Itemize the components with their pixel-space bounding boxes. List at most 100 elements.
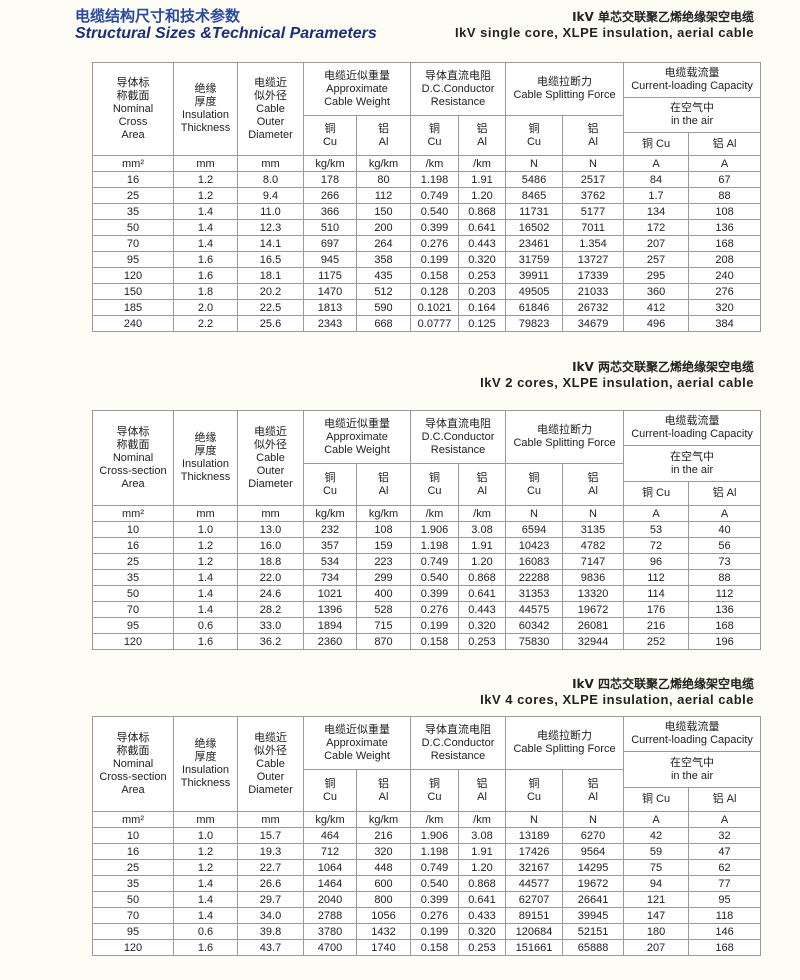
data-cell: 0.641 [457, 219, 507, 236]
data-cell: 257 [623, 251, 690, 268]
data-cell: 196 [688, 633, 762, 650]
data-cell: 1064 [303, 859, 357, 876]
data-cell: 0.1021 [410, 299, 459, 316]
column-header: 导体标 称截面 Nominal Cross-section Area [92, 716, 174, 812]
data-cell: 49505 [505, 283, 564, 300]
data-cell: 114 [623, 585, 690, 602]
group-header: 导体直流电阻 D.C.Conductor Resistance [409, 716, 507, 770]
data-cell: 1.7 [623, 187, 690, 204]
data-cell: 84 [623, 171, 690, 188]
data-cell: 180 [623, 923, 690, 940]
data-row: 16 1.2 8.0 178 80 1.198 1.91 5486 2517 84 67 [92, 171, 762, 188]
data-row: 240 2.2 25.6 2343 668 0.0777 0.125 79823 34679 49… [92, 315, 762, 332]
data-cell: 25 [92, 553, 174, 570]
data-cell: 168 [688, 235, 762, 252]
data-cell: 1.4 [173, 219, 238, 236]
data-cell: 0.125 [457, 315, 507, 332]
data-cell: 172 [623, 219, 690, 236]
data-cell: 216 [623, 617, 690, 634]
header-row: 在空气中 in the air [93, 445, 762, 482]
data-cell: 3780 [303, 923, 357, 940]
data-cell: 0.253 [457, 939, 507, 956]
data-cell: 22.7 [237, 859, 304, 876]
data-cell: 357 [303, 537, 357, 554]
data-cell: 0.399 [410, 585, 459, 602]
unit-cell: mm [237, 155, 304, 172]
data-cell: 35 [92, 203, 174, 220]
data-cell: 3135 [562, 521, 625, 538]
sub-header: 铜 Cu [505, 769, 564, 812]
data-cell: 1.6 [173, 251, 238, 268]
spec-table: 导体标 称截面 Nominal Cross-section Area 绝缘 厚度 … [92, 716, 762, 956]
data-cell: 1813 [303, 299, 357, 316]
data-cell: 1.6 [173, 939, 238, 956]
data-cell: 22.0 [237, 569, 304, 586]
unit-cell: /km [457, 811, 507, 828]
header-row: 导体标 称截面 Nominal Cross-section Area 绝缘 厚度 … [92, 410, 762, 506]
data-cell: 0.443 [457, 601, 507, 618]
data-cell: 26732 [562, 299, 625, 316]
data-cell: 1.8 [173, 283, 238, 300]
data-cell: 800 [356, 891, 411, 908]
data-cell: 18.8 [237, 553, 304, 570]
data-cell: 5486 [505, 171, 564, 188]
data-cell: 73 [688, 553, 762, 570]
unit-cell: A [623, 155, 690, 172]
data-cell: 252 [623, 633, 690, 650]
data-row: 25 1.2 22.7 1064 448 0.749 1.20 32167 14295 75 62 [92, 859, 762, 876]
data-cell: 1.6 [173, 633, 238, 650]
data-cell: 366 [303, 203, 357, 220]
data-cell: 0.276 [410, 235, 459, 252]
data-cell: 1021 [303, 585, 357, 602]
unit-cell: N [562, 155, 625, 172]
data-cell: 668 [356, 315, 411, 332]
unit-cell: mm [237, 505, 304, 522]
caption: IkV 单芯交联聚乙烯绝缘架空电缆 IkV single core, XLPE i… [455, 8, 754, 40]
data-cell: 0.540 [410, 203, 459, 220]
data-cell: 3.08 [457, 521, 507, 538]
data-cell: 0.540 [410, 875, 459, 892]
data-cell: 734 [303, 569, 357, 586]
data-cell: 112 [356, 187, 411, 204]
data-cell: 16 [92, 537, 174, 554]
data-row: 16 1.2 19.3 712 320 1.198 1.91 17426 9564 59 47 [92, 843, 762, 860]
data-cell: 0.433 [457, 907, 507, 924]
data-cell: 320 [356, 843, 411, 860]
unit-cell: kg/km [356, 811, 411, 828]
data-cell: 0.0777 [410, 315, 459, 332]
data-cell: 1.91 [457, 537, 507, 554]
data-cell: 88 [688, 569, 762, 586]
data-cell: 200 [356, 219, 411, 236]
data-cell: 464 [303, 827, 357, 844]
air-sub-header: 铜 Cu [623, 787, 690, 812]
data-row: 120 1.6 36.2 2360 870 0.158 0.253 75830 32944 252… [92, 633, 762, 650]
data-cell: 1056 [356, 907, 411, 924]
data-cell: 185 [92, 299, 174, 316]
data-row: 35 1.4 22.0 734 299 0.540 0.868 22288 9836 112 88 [92, 569, 762, 586]
data-cell: 61846 [505, 299, 564, 316]
data-cell: 945 [303, 251, 357, 268]
caption-en: IkV 2 cores, XLPE insulation, aerial cab… [480, 375, 754, 390]
data-cell: 94 [623, 875, 690, 892]
data-cell: 0.320 [457, 251, 507, 268]
data-cell: 17426 [505, 843, 564, 860]
data-cell: 7011 [562, 219, 625, 236]
data-cell: 59 [623, 843, 690, 860]
data-cell: 26081 [562, 617, 625, 634]
sub-header: 铜 Cu [505, 115, 564, 156]
group-header: 电缆载流量 Current-loading Capacity [623, 410, 762, 446]
caption-cn: IkV 单芯交联聚乙烯绝缘架空电缆 [572, 10, 754, 24]
data-cell: 207 [623, 939, 690, 956]
data-cell: 178 [303, 171, 357, 188]
data-cell: 36.2 [237, 633, 304, 650]
data-cell: 108 [688, 203, 762, 220]
data-cell: 26.6 [237, 875, 304, 892]
data-cell: 712 [303, 843, 357, 860]
data-cell: 16083 [505, 553, 564, 570]
data-cell: 1.4 [173, 891, 238, 908]
group-header: 电缆拉断力 Cable Splitting Force [505, 410, 625, 464]
data-cell: 266 [303, 187, 357, 204]
data-row: 185 2.0 22.5 1813 590 0.1021 0.164 61846 26732 41… [92, 299, 762, 316]
data-cell: 39911 [505, 267, 564, 284]
header-row: 铜 Cu 铝 Al 铜 Cu 铝 Al 铜 Cu 铝 Al [93, 115, 761, 156]
